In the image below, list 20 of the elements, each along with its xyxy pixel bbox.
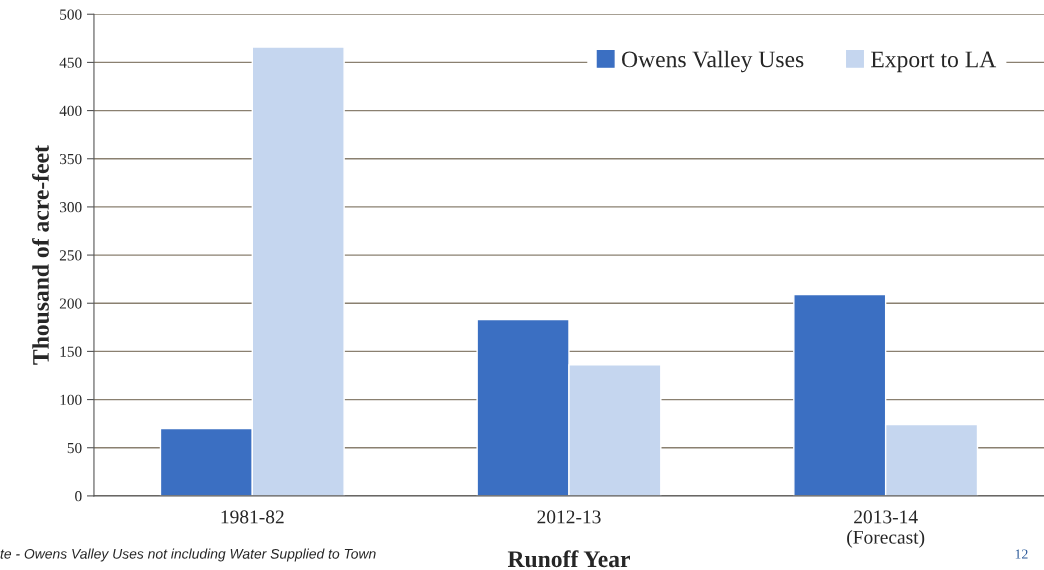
y-tick-label: 300 [59, 202, 82, 213]
y-tick-label: 450 [59, 57, 82, 68]
x-tick-label: 2012-13 [537, 510, 601, 524]
x-tick-label: 1981-82 [221, 510, 284, 524]
y-tick-label: 0 [75, 491, 82, 502]
x-axis-title: Runoff Year [507, 550, 630, 568]
y-axis-title: Thousand of acre-feet [32, 145, 49, 365]
y-tick-label: 100 [60, 394, 82, 406]
text: 12 [1015, 549, 1028, 559]
x-tick-label: 2013-14 (Forecast) [847, 510, 925, 548]
y-tick-label: 500 [60, 9, 82, 20]
y-tick-label: 350 [59, 153, 82, 165]
text: te - Owens Valley Uses not including Water Supplied to Town [0, 548, 376, 562]
y-tick-label: 50 [67, 442, 82, 454]
y-tick-label: 200 [59, 298, 82, 309]
legend-label: Export to LA [871, 51, 997, 73]
y-tick-label: 250 [59, 250, 82, 261]
y-tick-label: 400 [59, 105, 82, 117]
legend-label: Owens Valley Uses [622, 50, 804, 73]
y-tick-label: 150 [60, 346, 82, 357]
